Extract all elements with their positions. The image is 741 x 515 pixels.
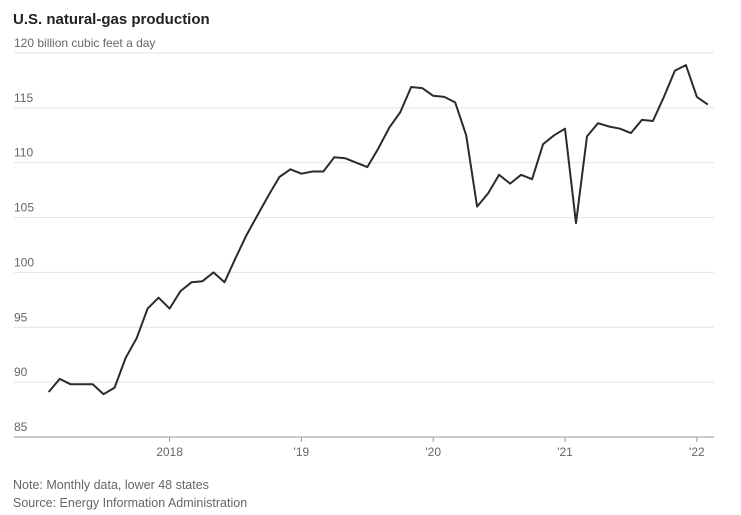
line [47,64,709,396]
y-tick-label: 110 [14,146,33,160]
x-tick-label: '19 [294,445,310,459]
source: Source: Energy Information Administratio… [13,496,247,510]
y-tick-label: 100 [14,255,34,269]
x-tick-label: '21 [557,445,573,459]
y-tick-label: 90 [14,365,28,379]
y-tick-label: 105 [14,201,34,215]
x-tick-label: '20 [425,445,441,459]
y-tick-label: 120 billion cubic feet a day [14,36,155,50]
x-tick-label: 2018 [156,445,183,459]
y-tick-label: 115 [14,91,33,105]
y-tick-label: 85 [14,420,28,434]
x-tick-label: '22 [689,445,705,459]
y-tick-label: 95 [14,310,28,324]
chart-title: U.S. natural-gas production [13,11,210,28]
note: Note: Monthly data, lower 48 states [13,478,209,492]
